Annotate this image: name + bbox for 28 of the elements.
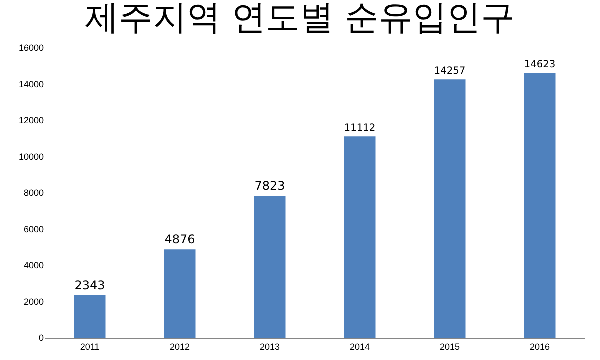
- data-label: 7823: [254, 179, 286, 194]
- y-tick-label: 16000: [18, 43, 44, 54]
- y-tick-label: 12000: [18, 116, 44, 126]
- bar: [74, 296, 106, 338]
- data-label: 2343: [74, 278, 106, 293]
- y-tick-label: 2000: [24, 296, 44, 307]
- bar: [434, 80, 466, 338]
- bar: [524, 72, 556, 338]
- y-tick-label: 8000: [24, 188, 44, 198]
- x-tick-label: 2016: [530, 342, 550, 352]
- x-tick-label: 2011: [80, 342, 100, 352]
- x-tick-label: 2012: [170, 342, 190, 352]
- data-label: 11112: [344, 123, 376, 134]
- y-tick-label: 0: [38, 333, 44, 344]
- data-label: 14623: [524, 59, 556, 70]
- y-tick-label: 6000: [24, 224, 44, 234]
- x-tick-label: 2014: [350, 342, 370, 352]
- x-tick-label: 2013: [260, 342, 280, 352]
- y-tick-label: 14000: [18, 79, 44, 90]
- y-tick-label: 10000: [18, 152, 44, 162]
- data-label: 14257: [434, 66, 466, 78]
- data-label: 4876: [164, 232, 196, 247]
- x-tick-label: 2015: [440, 342, 460, 352]
- y-tick-label: 4000: [24, 260, 44, 271]
- chart-title: 제주지역 연도별 순유입인구: [85, 0, 515, 38]
- bar: [344, 136, 376, 338]
- bar: [164, 250, 196, 338]
- bar: [254, 196, 286, 338]
